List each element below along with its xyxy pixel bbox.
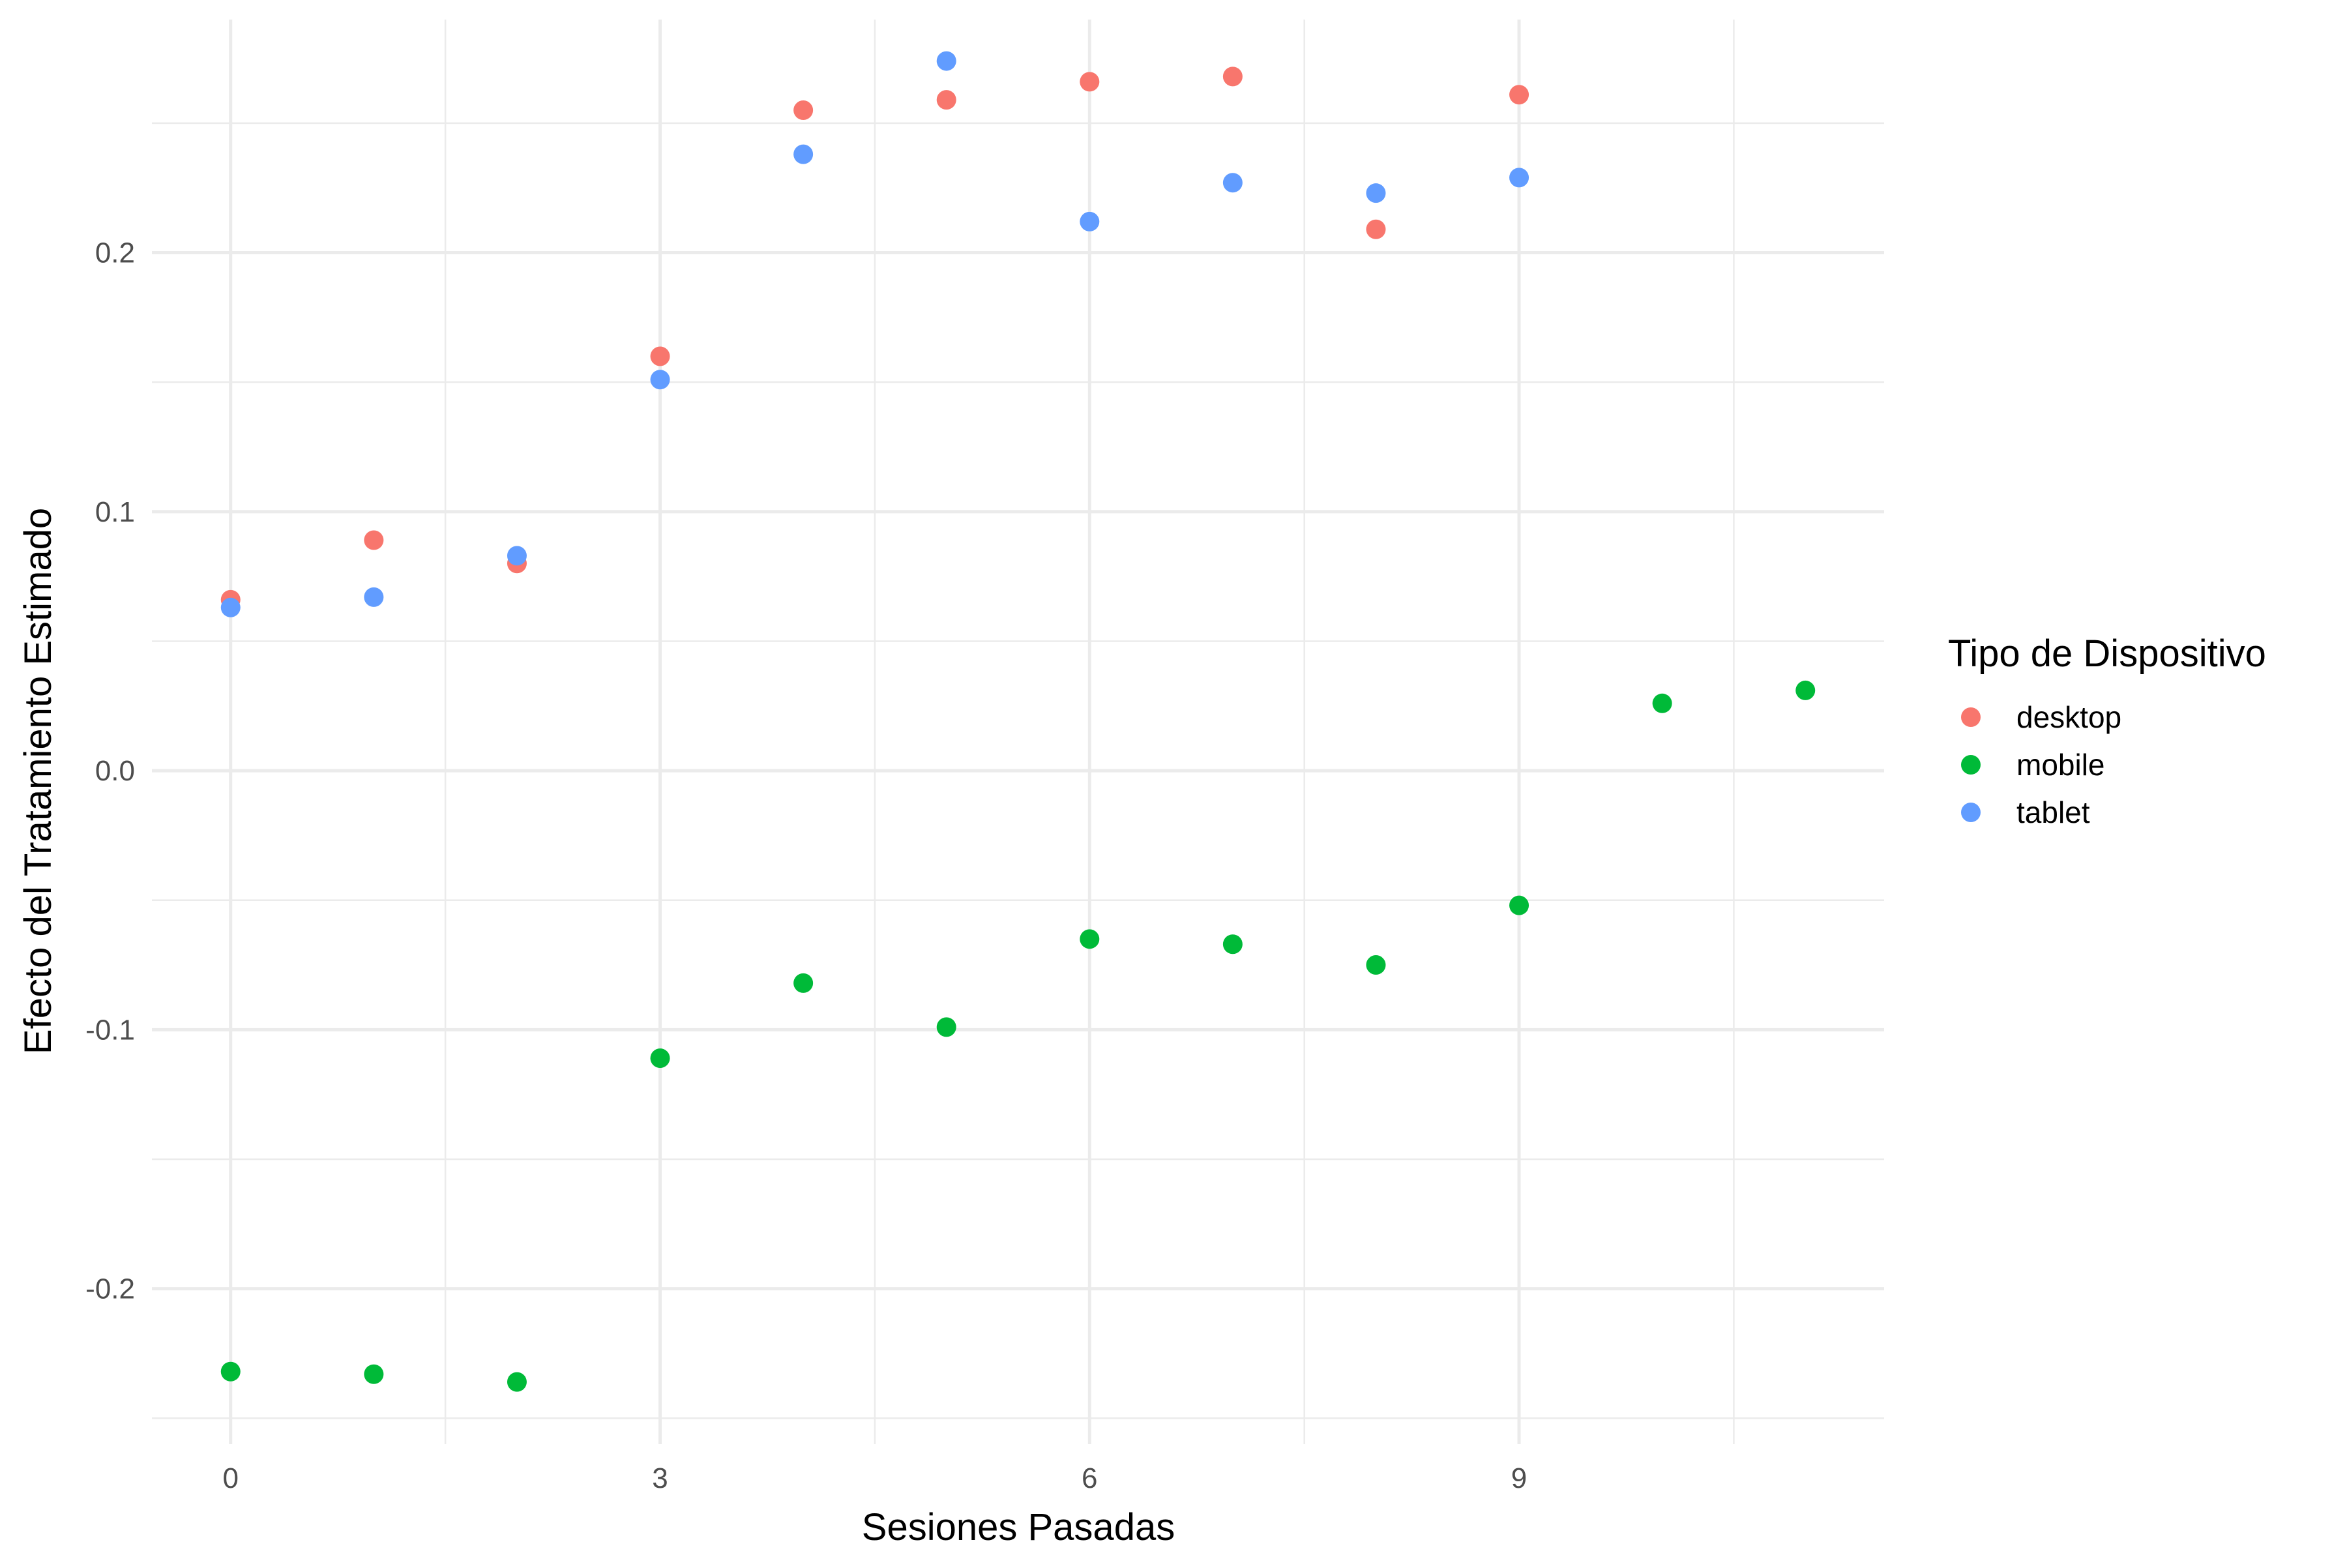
data-point-mobile xyxy=(507,1372,527,1392)
data-point-tablet xyxy=(650,370,670,390)
x-tick-label: 3 xyxy=(652,1462,668,1494)
legend-label-desktop: desktop xyxy=(2016,700,2121,734)
data-point-desktop xyxy=(1366,219,1386,239)
y-tick-label: 0.2 xyxy=(95,237,135,269)
data-point-tablet xyxy=(1222,173,1243,193)
y-tick-label: -0.2 xyxy=(85,1273,135,1305)
legend-title: Tipo de Dispositivo xyxy=(1948,632,2266,675)
legend-items: desktop mobile tablet xyxy=(1961,700,2121,829)
axes: -0.2 -0.1 0.0 0.1 0.2 0 3 6 9 xyxy=(85,237,1527,1494)
data-point-tablet xyxy=(793,144,814,164)
data-point-mobile xyxy=(1652,693,1672,713)
data-point-desktop xyxy=(1222,67,1243,87)
data-point-mobile xyxy=(1509,895,1529,915)
data-point-desktop xyxy=(1509,85,1529,105)
data-point-mobile xyxy=(793,973,814,993)
legend-key-tablet xyxy=(1961,803,1981,822)
legend-key-mobile xyxy=(1961,755,1981,775)
data-point-tablet xyxy=(1509,168,1529,188)
legend: Tipo de Dispositivo desktop mobile tablet xyxy=(1948,632,2266,829)
data-point-tablet xyxy=(936,51,956,71)
data-point-mobile xyxy=(364,1364,384,1384)
data-point-desktop xyxy=(793,100,814,121)
x-axis-title: Sesiones Pasadas xyxy=(862,1506,1175,1548)
data-point-mobile xyxy=(1222,934,1243,954)
data-point-desktop xyxy=(1080,72,1100,92)
legend-label-mobile: mobile xyxy=(2016,748,2105,782)
data-point-tablet xyxy=(364,587,384,607)
data-points xyxy=(220,51,1816,1392)
y-tick-label: -0.1 xyxy=(85,1014,135,1046)
data-point-tablet xyxy=(220,597,241,617)
legend-key-desktop xyxy=(1961,707,1981,727)
x-tick-label: 9 xyxy=(1511,1462,1527,1494)
data-point-mobile xyxy=(1795,680,1816,700)
grid-lines xyxy=(152,20,1884,1444)
y-tick-label: 0.0 xyxy=(95,755,135,787)
y-axis-title: Efecto del Tratamiento Estimado xyxy=(17,508,59,1054)
data-point-desktop xyxy=(364,530,384,550)
data-point-mobile xyxy=(1366,955,1386,975)
data-point-desktop xyxy=(650,346,670,366)
data-point-mobile xyxy=(936,1017,956,1037)
data-point-tablet xyxy=(1080,211,1100,231)
data-point-mobile xyxy=(1080,929,1100,949)
y-tick-label: 0.1 xyxy=(95,496,135,528)
data-point-mobile xyxy=(650,1048,670,1069)
legend-label-tablet: tablet xyxy=(2016,795,2090,829)
x-tick-label: 6 xyxy=(1082,1462,1097,1494)
x-tick-label: 0 xyxy=(223,1462,239,1494)
data-point-desktop xyxy=(936,90,956,110)
data-point-mobile xyxy=(220,1361,241,1382)
data-point-tablet xyxy=(507,546,527,566)
data-point-tablet xyxy=(1366,183,1386,203)
